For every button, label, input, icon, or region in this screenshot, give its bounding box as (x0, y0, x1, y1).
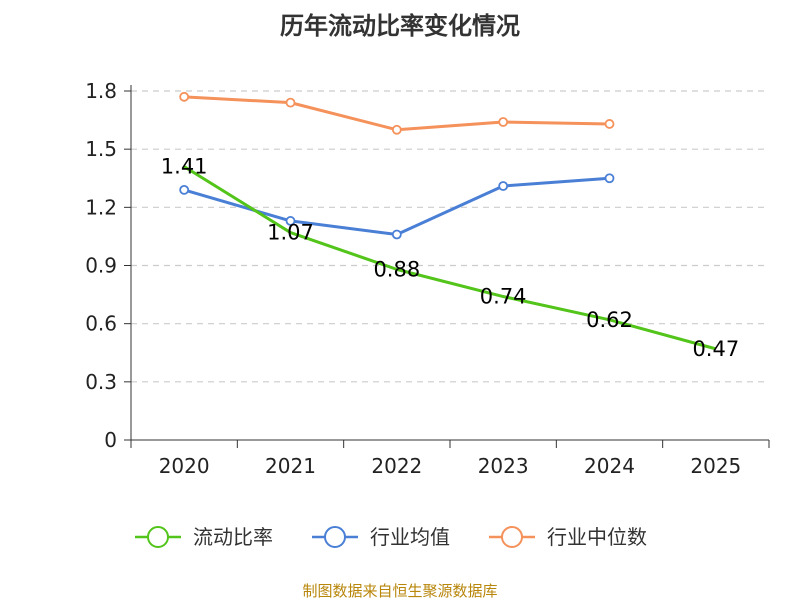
legend-item[interactable]: 行业均值 (312, 525, 450, 549)
legend-item[interactable]: 流动比率 (135, 525, 273, 549)
source-note: 制图数据来自恒生聚源数据库 (302, 582, 497, 600)
x-tick-label: 2025 (690, 454, 741, 478)
data-point (391, 124, 402, 135)
x-tick-label: 2022 (371, 454, 422, 478)
data-point (498, 117, 509, 127)
data-labels: 1.41 1.07 0.88 0.74 0.62 0.47 (161, 155, 739, 361)
x-tick-label: 2020 (159, 454, 210, 478)
y-tick-label: 0.3 (85, 370, 117, 394)
legend[interactable]: 流动比率 行业均值 行业中位数 (135, 525, 647, 549)
data-point (391, 229, 402, 240)
x-tick-label: 2021 (265, 454, 316, 478)
data-point (604, 119, 615, 129)
y-tick-label: 1.8 (85, 79, 117, 103)
x-tick-label: 2023 (478, 454, 529, 478)
legend-label: 行业均值 (370, 525, 450, 549)
series-lines (183, 95, 717, 351)
legend-marker (501, 526, 523, 548)
data-label: 1.41 (161, 155, 208, 179)
data-label: 0.88 (373, 257, 420, 281)
legend-marker (147, 526, 169, 548)
y-tick-label: 0 (104, 428, 117, 452)
axes: 0 0.3 0.6 0.9 1.2 1.5 1.8 2020 2021 2022 2023 2024 2… (85, 79, 770, 478)
y-tick-label: 0.6 (85, 312, 117, 336)
x-tick-label: 2024 (584, 454, 635, 478)
legend-label: 流动比率 (193, 525, 273, 549)
legend-item[interactable]: 行业中位数 (489, 525, 647, 549)
data-label: 1.07 (267, 221, 314, 245)
data-point (498, 181, 509, 191)
grid-lines (131, 90, 769, 383)
series-line (184, 95, 610, 132)
data-label: 0.74 (480, 285, 527, 309)
data-point (604, 173, 615, 184)
data-point (179, 184, 190, 195)
data-point (179, 91, 190, 102)
data-point (285, 216, 296, 226)
data-label: 0.62 (586, 308, 633, 332)
data-label: 0.47 (692, 337, 739, 361)
legend-label: 行业中位数 (547, 525, 647, 549)
series-markers (179, 91, 615, 240)
y-tick-label: 1.2 (85, 195, 117, 219)
y-tick-label: 1.5 (85, 137, 117, 161)
chart-title: 历年流动比率变化情况 (280, 12, 520, 40)
y-tick-label: 0.9 (85, 254, 117, 278)
legend-marker (324, 526, 346, 548)
series-line (183, 165, 717, 351)
data-point (285, 97, 296, 108)
